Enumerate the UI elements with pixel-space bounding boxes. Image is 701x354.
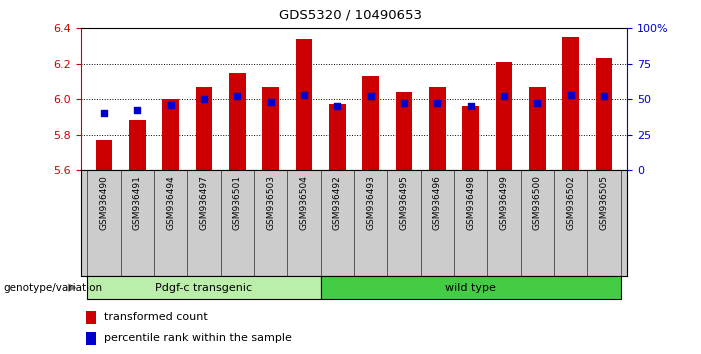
Text: GSM936495: GSM936495 — [400, 175, 409, 230]
Bar — [88, 276, 320, 299]
Point — [299, 92, 310, 98]
Point — [465, 103, 476, 109]
Point — [265, 99, 276, 105]
Bar — [229, 73, 245, 170]
Point — [332, 103, 343, 109]
Point — [165, 102, 176, 108]
Text: GSM936504: GSM936504 — [299, 175, 308, 230]
Bar — [429, 87, 446, 170]
Text: GSM936499: GSM936499 — [500, 175, 508, 230]
Point — [132, 108, 143, 113]
Bar — [129, 120, 146, 170]
Bar — [562, 37, 579, 170]
Text: GSM936490: GSM936490 — [100, 175, 109, 230]
Bar — [86, 311, 95, 324]
Point — [432, 101, 443, 106]
Text: Pdgf-c transgenic: Pdgf-c transgenic — [156, 282, 252, 293]
Text: percentile rank within the sample: percentile rank within the sample — [104, 333, 292, 343]
Point — [232, 93, 243, 99]
Text: GSM936503: GSM936503 — [266, 175, 275, 230]
Point — [98, 110, 109, 116]
Bar — [163, 99, 179, 170]
Bar — [362, 76, 379, 170]
Bar — [320, 276, 620, 299]
Text: GSM936492: GSM936492 — [333, 175, 342, 230]
Text: GSM936496: GSM936496 — [433, 175, 442, 230]
Text: wild type: wild type — [445, 282, 496, 293]
Point — [365, 93, 376, 99]
Text: GSM936500: GSM936500 — [533, 175, 542, 230]
Bar — [196, 87, 212, 170]
Point — [398, 101, 409, 106]
Bar — [86, 332, 95, 345]
Bar — [395, 92, 412, 170]
Point — [532, 101, 543, 106]
Text: GSM936494: GSM936494 — [166, 175, 175, 230]
Text: GSM936493: GSM936493 — [366, 175, 375, 230]
Bar — [496, 62, 512, 170]
Text: GDS5320 / 10490653: GDS5320 / 10490653 — [279, 9, 422, 22]
Text: GSM936498: GSM936498 — [466, 175, 475, 230]
Bar — [262, 87, 279, 170]
Bar — [463, 106, 479, 170]
Bar — [95, 140, 112, 170]
Bar — [596, 58, 613, 170]
Point — [498, 93, 510, 99]
Text: GSM936491: GSM936491 — [132, 175, 142, 230]
Text: GSM936501: GSM936501 — [233, 175, 242, 230]
Point — [198, 96, 210, 102]
Text: GSM936497: GSM936497 — [200, 175, 208, 230]
Text: GSM936502: GSM936502 — [566, 175, 576, 230]
Point — [565, 92, 576, 98]
Text: transformed count: transformed count — [104, 312, 207, 322]
Bar — [329, 104, 346, 170]
Bar — [296, 39, 313, 170]
Text: GSM936505: GSM936505 — [599, 175, 608, 230]
Point — [599, 93, 610, 99]
Text: genotype/variation: genotype/variation — [4, 282, 102, 293]
Bar — [529, 87, 545, 170]
